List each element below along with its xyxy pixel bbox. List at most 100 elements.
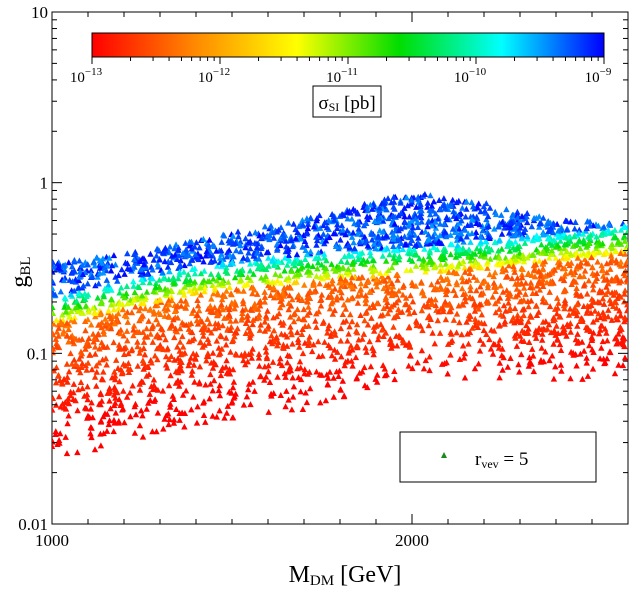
scatter-point bbox=[438, 360, 446, 367]
scatter-point bbox=[364, 257, 371, 264]
scatter-point bbox=[281, 370, 288, 377]
scatter-point bbox=[93, 368, 100, 375]
scatter-point bbox=[275, 226, 282, 233]
scatter-point bbox=[115, 341, 123, 348]
scatter-point bbox=[381, 196, 388, 203]
scatter-point bbox=[82, 327, 89, 334]
scatter-point bbox=[210, 358, 217, 365]
scatter-point bbox=[437, 283, 444, 290]
scatter-point bbox=[222, 341, 230, 348]
scatter-point bbox=[317, 297, 324, 303]
scatter-point bbox=[507, 224, 515, 231]
scatter-point bbox=[339, 311, 346, 317]
scatter-point bbox=[373, 283, 380, 290]
scatter-point bbox=[63, 450, 71, 457]
scatter-point bbox=[427, 316, 434, 322]
scatter-point bbox=[349, 362, 356, 369]
scatter-point bbox=[76, 273, 83, 280]
scatter-point bbox=[106, 313, 113, 320]
scatter-point bbox=[233, 286, 240, 293]
scatter-point bbox=[241, 282, 248, 289]
scatter-point bbox=[190, 361, 198, 368]
scatter-point bbox=[85, 342, 93, 348]
scatter-point bbox=[483, 238, 490, 245]
scatter-point bbox=[67, 350, 74, 357]
scatter-point bbox=[139, 279, 147, 286]
scatter-point bbox=[432, 210, 439, 217]
scatter-point bbox=[255, 305, 262, 312]
scatter-point bbox=[349, 259, 357, 266]
scatter-point bbox=[201, 341, 208, 348]
scatter-point bbox=[444, 286, 451, 293]
scatter-point bbox=[528, 313, 535, 320]
scatter-point bbox=[170, 280, 178, 287]
scatter-point bbox=[68, 360, 76, 367]
scatter-point bbox=[293, 278, 300, 285]
scatter-point bbox=[182, 246, 190, 253]
scatter-point bbox=[192, 289, 200, 295]
scatter-point bbox=[605, 306, 612, 313]
scatter-point bbox=[347, 311, 354, 318]
scatter-point bbox=[233, 247, 240, 254]
scatter-point bbox=[110, 416, 118, 423]
scatter-point bbox=[224, 249, 231, 256]
scatter-point bbox=[391, 251, 398, 258]
scatter-point bbox=[52, 304, 56, 310]
scatter-point bbox=[82, 302, 90, 309]
scatter-point bbox=[315, 249, 322, 256]
scatter-point bbox=[395, 227, 402, 234]
scatter-point bbox=[251, 300, 258, 307]
scatter-point bbox=[512, 256, 519, 263]
scatter-point bbox=[145, 399, 152, 406]
scatter-point bbox=[52, 310, 57, 316]
y-tick-label: 0.1 bbox=[27, 344, 48, 363]
scatter-point bbox=[256, 362, 263, 369]
scatter-point bbox=[70, 380, 78, 387]
scatter-point bbox=[552, 243, 559, 250]
scatter-point bbox=[159, 387, 167, 394]
scatter-point bbox=[588, 333, 595, 340]
y-tick-label: 10 bbox=[31, 3, 48, 22]
scatter-point bbox=[542, 272, 549, 279]
scatter-point bbox=[328, 288, 336, 294]
scatter-point bbox=[406, 256, 413, 262]
scatter-point bbox=[490, 340, 497, 347]
scatter-point bbox=[429, 329, 436, 336]
scatter-point bbox=[176, 338, 184, 345]
scatter-point bbox=[170, 316, 177, 323]
scatter-point bbox=[354, 299, 362, 306]
scatter-point bbox=[181, 410, 189, 416]
scatter-point bbox=[101, 343, 108, 350]
scatter-point bbox=[536, 213, 543, 220]
scatter-point bbox=[322, 397, 330, 404]
scatter-point bbox=[363, 348, 370, 355]
scatter-point bbox=[63, 360, 71, 367]
scatter-point bbox=[504, 294, 512, 301]
scatter-point bbox=[532, 327, 540, 334]
scatter-point bbox=[301, 370, 308, 377]
scatter-point bbox=[234, 325, 241, 332]
scatter-point bbox=[99, 255, 107, 262]
scatter-point bbox=[467, 283, 474, 290]
scatter-point bbox=[453, 329, 460, 336]
scatter-point bbox=[231, 274, 239, 281]
scatter-point bbox=[254, 290, 261, 297]
scatter-point bbox=[198, 318, 206, 325]
scatter-point bbox=[171, 356, 178, 363]
scatter-point bbox=[388, 292, 396, 299]
scatter-point bbox=[107, 301, 115, 308]
scatter-point bbox=[595, 238, 603, 245]
scatter-point bbox=[63, 319, 71, 326]
scatter-point bbox=[330, 374, 337, 381]
scatter-point bbox=[315, 308, 322, 315]
scatter-point bbox=[545, 228, 552, 234]
scatter-point bbox=[367, 201, 374, 208]
scatter-point bbox=[480, 203, 488, 210]
scatter-point bbox=[553, 322, 560, 329]
scatter-point bbox=[107, 296, 115, 303]
scatter-point bbox=[357, 285, 364, 292]
scatter-point bbox=[112, 388, 119, 395]
scatter-point bbox=[571, 304, 578, 311]
scatter-point bbox=[549, 352, 556, 359]
scatter-point bbox=[456, 319, 463, 326]
